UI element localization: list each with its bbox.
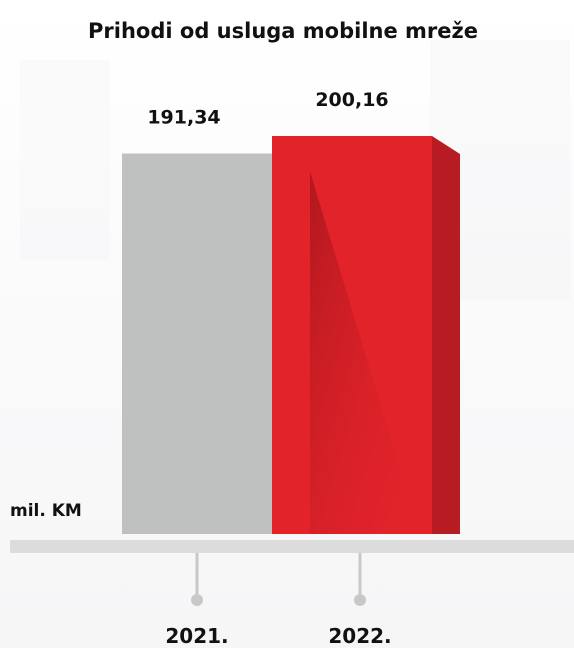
bar-front-1: [122, 153, 282, 534]
category-label-2: 2022.: [328, 624, 391, 648]
bars-layer: 191,34 200,16: [122, 89, 460, 534]
chart-title: Prihodi od usluga mobilne mreže: [88, 19, 478, 43]
value-label-1: 191,34: [147, 107, 220, 129]
bar-side-2: [432, 136, 460, 534]
tick-dot-2: [354, 594, 366, 606]
value-label-2: 200,16: [315, 89, 388, 111]
x-axis-baseline: [10, 540, 574, 553]
category-label-1: 2021.: [165, 624, 228, 648]
bar-shadow: [310, 171, 420, 534]
unit-label: mil. KM: [10, 501, 82, 521]
tick-dot-1: [191, 594, 203, 606]
x-axis-ticks: 2021. 2022.: [165, 553, 392, 648]
